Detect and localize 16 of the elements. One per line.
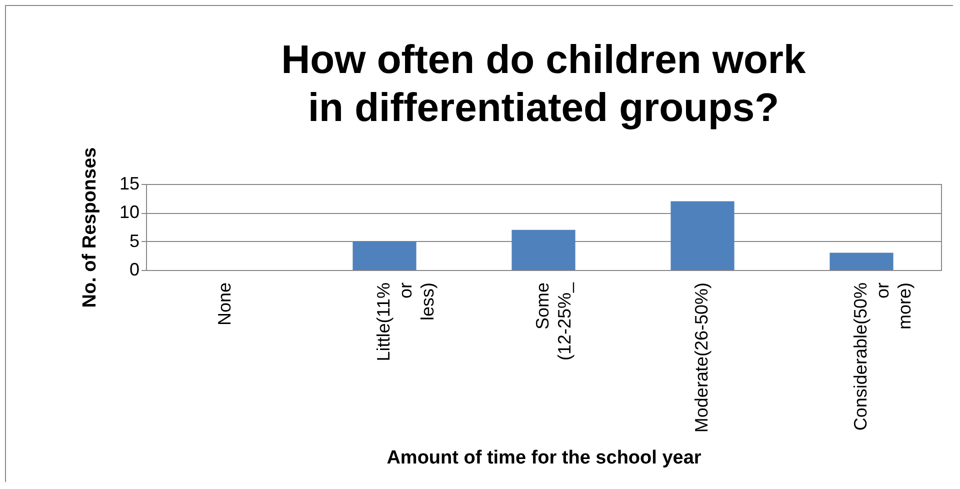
y-tick-label: 15 [119,174,140,194]
y-tick-label: 0 [129,260,140,280]
bar [512,230,576,270]
x-axis-title: Amount of time for the school year [386,448,702,469]
x-tick-label: Considerable(50% or more) [850,282,914,431]
chart-title: How often do children work in differentiated groups? [281,38,806,130]
x-tick-label: Moderate(26-50%) [692,282,712,433]
x-tick-label: Some (12-25%_ [532,282,574,361]
bar [670,201,734,270]
bar [830,252,894,270]
x-tick-label: None [214,282,234,326]
y-axis-title: No. of Responses [79,147,100,308]
bar [352,241,416,270]
y-tick-label: 5 [129,230,140,251]
y-tick-label: 10 [119,202,140,222]
x-tick-label: Little(11% or less) [374,282,438,362]
